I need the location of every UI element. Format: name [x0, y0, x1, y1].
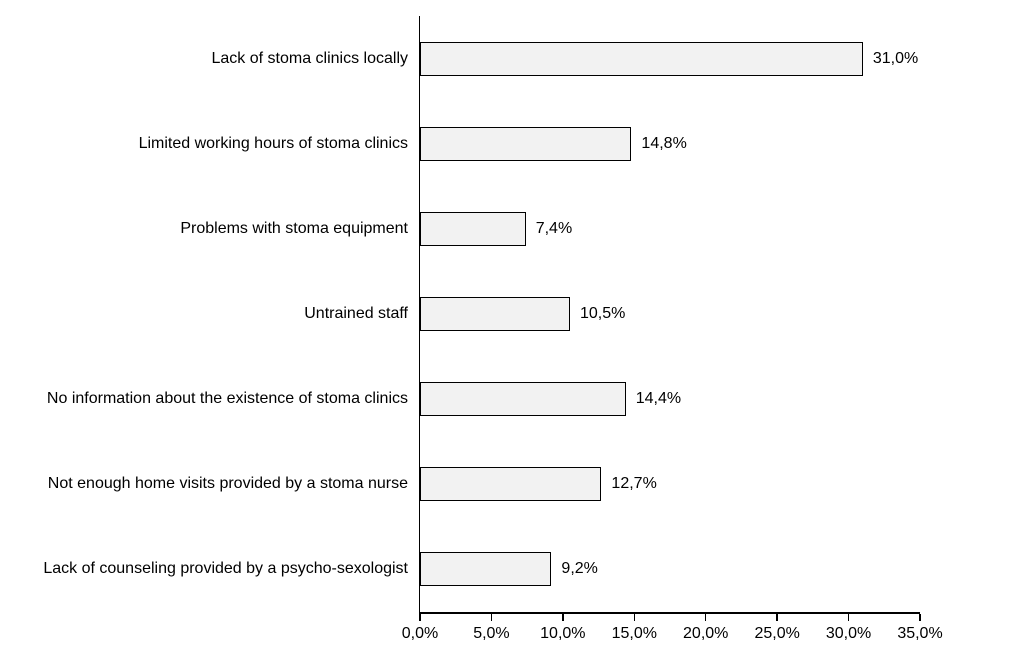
x-tick-label: 5,0% [473, 625, 509, 643]
value-label: 7,4% [526, 220, 572, 238]
bar-row: Lack of counseling provided by a psycho-… [420, 527, 920, 612]
x-tick [848, 614, 850, 621]
bar [420, 127, 631, 161]
category-label: Problems with stoma equipment [180, 220, 420, 238]
bar [420, 297, 570, 331]
category-label: No information about the existence of st… [47, 390, 420, 408]
plot-area: Lack of stoma clinics locally31,0%Limite… [420, 16, 920, 612]
value-label: 14,4% [626, 390, 681, 408]
x-tick-label: 0,0% [402, 625, 438, 643]
x-tick [634, 614, 636, 621]
value-label: 14,8% [631, 135, 686, 153]
bar [420, 42, 863, 76]
x-axis [419, 612, 921, 614]
bar-row: No information about the existence of st… [420, 357, 920, 442]
x-tick-label: 35,0% [897, 625, 942, 643]
x-tick [705, 614, 707, 621]
bar [420, 382, 626, 416]
category-label: Untrained staff [304, 305, 420, 323]
value-label: 31,0% [863, 50, 918, 68]
x-tick [491, 614, 493, 621]
bar-row: Limited working hours of stoma clinics14… [420, 101, 920, 186]
x-tick-label: 10,0% [540, 625, 585, 643]
value-label: 12,7% [601, 475, 656, 493]
category-label: Not enough home visits provided by a sto… [48, 475, 420, 493]
bar-row: Lack of stoma clinics locally31,0% [420, 16, 920, 101]
bar [420, 552, 551, 586]
bar [420, 467, 601, 501]
bar-row: Not enough home visits provided by a sto… [420, 442, 920, 527]
category-label: Lack of stoma clinics locally [211, 50, 420, 68]
value-label: 10,5% [570, 305, 625, 323]
x-tick [776, 614, 778, 621]
x-tick [562, 614, 564, 621]
x-tick-label: 15,0% [612, 625, 657, 643]
x-tick-label: 30,0% [826, 625, 871, 643]
value-label: 9,2% [551, 560, 597, 578]
x-tick-label: 25,0% [754, 625, 799, 643]
x-tick [419, 614, 421, 621]
category-label: Limited working hours of stoma clinics [139, 135, 420, 153]
y-axis [419, 16, 421, 614]
bar [420, 212, 526, 246]
barriers-bar-chart: Lack of stoma clinics locally31,0%Limite… [0, 0, 1024, 664]
bar-row: Problems with stoma equipment7,4% [420, 186, 920, 271]
x-tick-label: 20,0% [683, 625, 728, 643]
bar-row: Untrained staff10,5% [420, 271, 920, 356]
category-label: Lack of counseling provided by a psycho-… [43, 560, 420, 578]
x-tick [919, 614, 921, 621]
